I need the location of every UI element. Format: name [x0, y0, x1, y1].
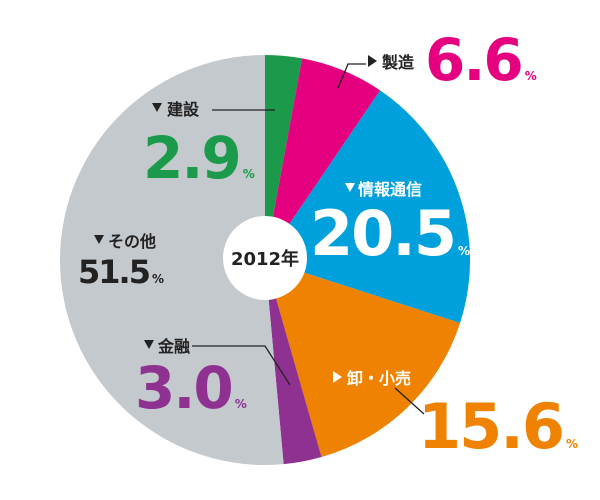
value-unit: %: [525, 69, 537, 83]
category-label: 情報通信: [358, 180, 422, 199]
value-label: 51.5%: [78, 253, 164, 291]
value-number: 6.6: [425, 26, 522, 94]
value-label: 3.0%: [135, 354, 247, 422]
category-label: 金融: [157, 337, 190, 356]
value-unit: %: [243, 167, 255, 181]
label-marker: [368, 55, 377, 67]
value-label: 20.5%: [310, 197, 470, 270]
value-unit: %: [235, 397, 247, 411]
value-unit: %: [566, 437, 578, 451]
label-marker: [94, 235, 104, 244]
leader-line: [192, 345, 291, 386]
category-label: その他: [108, 232, 156, 251]
value-number: 20.5: [310, 197, 455, 270]
value-unit: %: [152, 272, 164, 286]
value-number: 2.9: [143, 124, 240, 192]
pie-slice: [265, 90, 470, 323]
label-marker: [152, 103, 162, 112]
category-label: 建設: [167, 100, 200, 119]
pie-slice: [265, 260, 322, 465]
label-marker: [345, 183, 355, 192]
value-number: 3.0: [135, 354, 232, 422]
value-label: 15.6%: [418, 390, 578, 463]
value-label: 2.9%: [143, 124, 255, 192]
pie-slice: [265, 260, 461, 458]
label-marker: [144, 340, 154, 349]
value-number: 51.5: [78, 253, 150, 291]
value-label: 6.6%: [425, 26, 537, 94]
leader-line: [337, 63, 366, 89]
center-hole: [223, 216, 307, 300]
pie-slice: [265, 55, 303, 260]
value-unit: %: [458, 244, 470, 258]
category-label: 製造: [381, 53, 415, 72]
category-label: 卸・小売: [347, 369, 411, 388]
label-marker: [333, 371, 342, 383]
value-number: 15.6: [418, 390, 563, 463]
pie-slice: [265, 58, 381, 260]
pie-slice: [60, 55, 284, 465]
center-label: 2012年: [231, 248, 299, 270]
leader-line: [394, 387, 425, 415]
